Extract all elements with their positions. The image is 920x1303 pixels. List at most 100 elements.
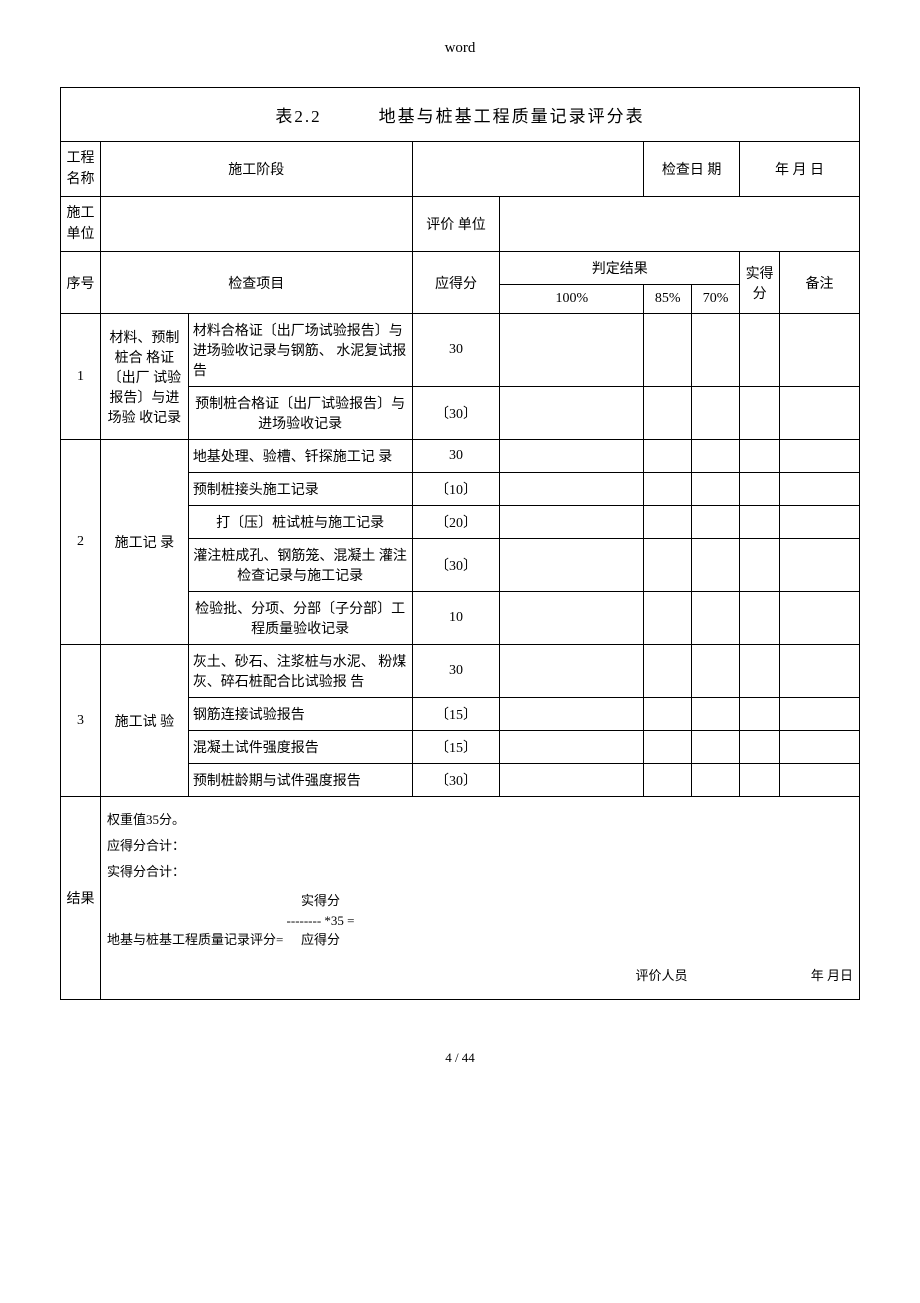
formula-prefix: 地基与桩基工程质量记录评分= bbox=[107, 932, 283, 947]
cell-blank bbox=[644, 387, 692, 440]
cell-blank bbox=[740, 314, 780, 387]
cell-blank bbox=[692, 539, 740, 592]
cell-blank bbox=[780, 539, 860, 592]
section3-group: 施工试 验 bbox=[100, 645, 188, 797]
cell-blank bbox=[780, 592, 860, 645]
cell-blank bbox=[740, 387, 780, 440]
section2-num: 2 bbox=[61, 440, 101, 645]
section3-score-1: 〔15〕 bbox=[412, 698, 500, 731]
section2-item-4: 检验批、分项、分部〔子分部〕工程质量验收记录 bbox=[188, 592, 412, 645]
section3-score-0: 30 bbox=[412, 645, 500, 698]
cell-blank bbox=[692, 645, 740, 698]
footer-eval: 评价人员 bbox=[635, 968, 687, 983]
scoring-table: 表2.2 地基与桩基工程质量记录评分表 工程名称 施工阶段 检查日 期 年 月 … bbox=[60, 87, 860, 1000]
cell-blank bbox=[692, 764, 740, 797]
section2-score-1: 〔10〕 bbox=[412, 473, 500, 506]
formula-block: 地基与桩基工程质量记录评分= 实得分 -------- *35 = 应得分 bbox=[107, 891, 853, 953]
cell-blank bbox=[644, 592, 692, 645]
cell-blank bbox=[692, 314, 740, 387]
eval-unit-value bbox=[500, 197, 860, 252]
col-70: 70% bbox=[692, 285, 740, 314]
cell-blank bbox=[500, 731, 644, 764]
cell-blank bbox=[500, 387, 644, 440]
cell-blank bbox=[500, 698, 644, 731]
section3-score-3: 〔30〕 bbox=[412, 764, 500, 797]
construction-unit-row: 施工单位 评价 单位 bbox=[61, 197, 860, 252]
cell-blank bbox=[644, 506, 692, 539]
section3-item-3: 预制桩龄期与试件强度报告 bbox=[188, 764, 412, 797]
col-should-score: 应得分 bbox=[412, 252, 500, 314]
cell-blank bbox=[644, 764, 692, 797]
cell-blank bbox=[780, 764, 860, 797]
cell-blank bbox=[740, 506, 780, 539]
construction-unit-value bbox=[100, 197, 412, 252]
section2-item-2: 打〔压〕桩试桩与施工记录 bbox=[188, 506, 412, 539]
cell-blank bbox=[500, 539, 644, 592]
col-100: 100% bbox=[500, 285, 644, 314]
section2-score-3: 〔30〕 bbox=[412, 539, 500, 592]
project-name-label: 工程名称 bbox=[61, 142, 101, 197]
table-row: 1 材料、预制桩合 格证〔出厂 试验报告〕与进场验 收记录 材料合格证〔出厂场试… bbox=[61, 314, 860, 387]
cell-blank bbox=[692, 698, 740, 731]
project-name-row: 工程名称 施工阶段 检查日 期 年 月 日 bbox=[61, 142, 860, 197]
section2-score-2: 〔20〕 bbox=[412, 506, 500, 539]
section3-item-1: 钢筋连接试验报告 bbox=[188, 698, 412, 731]
check-date-label: 检查日 期 bbox=[644, 142, 740, 197]
cell-blank bbox=[692, 731, 740, 764]
cell-blank bbox=[500, 645, 644, 698]
page-header-label: word bbox=[60, 40, 860, 57]
cell-blank bbox=[740, 698, 780, 731]
cell-blank bbox=[740, 473, 780, 506]
cell-blank bbox=[740, 764, 780, 797]
col-item: 检查项目 bbox=[100, 252, 412, 314]
cell-blank bbox=[740, 440, 780, 473]
section2-item-1: 预制桩接头施工记录 bbox=[188, 473, 412, 506]
footer-date: 年 月日 bbox=[811, 968, 853, 983]
formula-fraction: 实得分 -------- *35 = 应得分 bbox=[287, 891, 355, 950]
cell-blank bbox=[740, 731, 780, 764]
section1-item-0: 材料合格证〔出厂场试验报告〕与进场验收记录与钢筋、 水泥复试报告 bbox=[188, 314, 412, 387]
cell-blank bbox=[500, 764, 644, 797]
cell-blank bbox=[644, 539, 692, 592]
section3-item-0: 灰土、砂石、注浆桩与水泥、 粉煤灰、碎石桩配合比试验报 告 bbox=[188, 645, 412, 698]
section2-item-3: 灌注桩成孔、钢筋笼、混凝土 灌注检查记录与施工记录 bbox=[188, 539, 412, 592]
section3-score-2: 〔15〕 bbox=[412, 731, 500, 764]
cell-blank bbox=[644, 314, 692, 387]
cell-blank bbox=[780, 473, 860, 506]
cell-blank bbox=[692, 473, 740, 506]
cell-blank bbox=[780, 698, 860, 731]
section1-score-0: 30 bbox=[412, 314, 500, 387]
section1-num: 1 bbox=[61, 314, 101, 440]
cell-blank bbox=[780, 440, 860, 473]
cell-blank bbox=[500, 440, 644, 473]
cell-blank bbox=[692, 387, 740, 440]
table-row: 2 施工记 录 地基处理、验槽、钎探施工记 录 30 bbox=[61, 440, 860, 473]
cell-blank bbox=[644, 473, 692, 506]
formula-mid: -------- *35 = bbox=[287, 913, 355, 928]
cell-blank bbox=[780, 506, 860, 539]
table-row: 3 施工试 验 灰土、砂石、注浆桩与水泥、 粉煤灰、碎石桩配合比试验报 告 30 bbox=[61, 645, 860, 698]
cell-blank bbox=[692, 506, 740, 539]
cell-blank bbox=[692, 440, 740, 473]
col-85: 85% bbox=[644, 285, 692, 314]
section2-item-0: 地基处理、验槽、钎探施工记 录 bbox=[188, 440, 412, 473]
stage-value bbox=[412, 142, 644, 197]
result-content: 权重值35分。 应得分合计： 实得分合计： 地基与桩基工程质量记录评分= 实得分… bbox=[100, 797, 859, 1000]
construction-unit-label: 施工单位 bbox=[61, 197, 101, 252]
cell-blank bbox=[500, 473, 644, 506]
eval-unit-label: 评价 单位 bbox=[412, 197, 500, 252]
col-actual-score: 实得分 bbox=[740, 252, 780, 314]
cell-blank bbox=[740, 645, 780, 698]
cell-blank bbox=[780, 314, 860, 387]
cell-blank bbox=[644, 440, 692, 473]
cell-blank bbox=[740, 592, 780, 645]
weight-line: 权重值35分。 bbox=[107, 807, 853, 833]
result-label: 结果 bbox=[61, 797, 101, 1000]
col-remark: 备注 bbox=[780, 252, 860, 314]
cell-blank bbox=[644, 645, 692, 698]
section3-num: 3 bbox=[61, 645, 101, 797]
cell-blank bbox=[780, 645, 860, 698]
cell-blank bbox=[644, 731, 692, 764]
section2-score-4: 10 bbox=[412, 592, 500, 645]
result-footer: 评价人员 年 月日 bbox=[107, 953, 853, 989]
